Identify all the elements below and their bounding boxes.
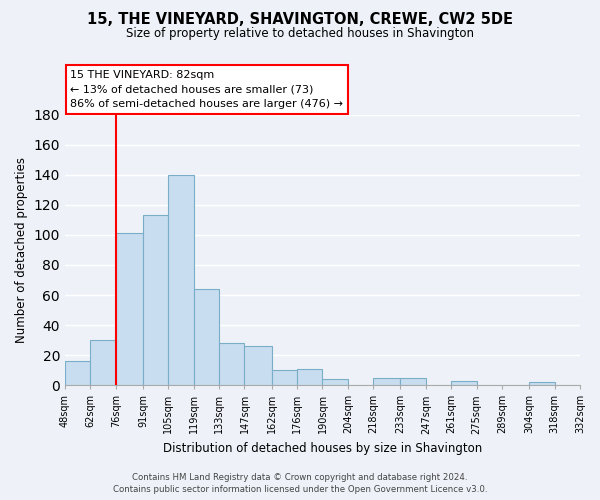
Bar [580, 384, 600, 385]
Bar [529, 382, 554, 385]
Bar [91, 340, 116, 385]
Bar [65, 361, 91, 385]
Bar [116, 234, 143, 385]
Bar [451, 380, 476, 385]
X-axis label: Distribution of detached houses by size in Shavington: Distribution of detached houses by size … [163, 442, 482, 455]
Text: Size of property relative to detached houses in Shavington: Size of property relative to detached ho… [126, 28, 474, 40]
Bar [194, 289, 219, 385]
Text: 15 THE VINEYARD: 82sqm
← 13% of detached houses are smaller (73)
86% of semi-det: 15 THE VINEYARD: 82sqm ← 13% of detached… [70, 70, 343, 110]
Bar [244, 346, 272, 385]
Text: 15, THE VINEYARD, SHAVINGTON, CREWE, CW2 5DE: 15, THE VINEYARD, SHAVINGTON, CREWE, CW2… [87, 12, 513, 28]
Text: Contains HM Land Registry data © Crown copyright and database right 2024.
Contai: Contains HM Land Registry data © Crown c… [113, 472, 487, 494]
Bar [322, 379, 348, 385]
Bar [143, 216, 168, 385]
Bar [297, 368, 322, 385]
Bar [168, 175, 194, 385]
Bar [400, 378, 426, 385]
Y-axis label: Number of detached properties: Number of detached properties [15, 157, 28, 343]
Bar [219, 343, 244, 385]
Bar [272, 370, 297, 385]
Bar [373, 378, 400, 385]
